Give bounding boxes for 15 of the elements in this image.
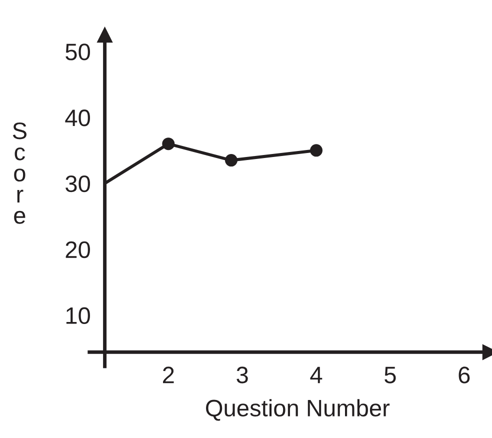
y-tick-label: 40 [65, 110, 90, 126]
x-tick-label: 5 [384, 366, 396, 384]
x-tick-label: 6 [458, 366, 470, 384]
y-tick-label: 50 [66, 44, 90, 60]
point [224, 154, 238, 167]
x-tick-label: 4 [310, 366, 322, 384]
point [310, 144, 323, 157]
y-tick-label: 30 [66, 175, 90, 192]
y-tick-label: 20 [66, 241, 90, 258]
x-tick-label: 3 [236, 366, 248, 384]
x-axis-title: Question Number [206, 399, 390, 421]
y-tick-label: 10 [66, 307, 90, 324]
x-tick-label: 2 [163, 366, 174, 384]
y-axis-title: Score [12, 122, 26, 224]
point [162, 138, 175, 150]
